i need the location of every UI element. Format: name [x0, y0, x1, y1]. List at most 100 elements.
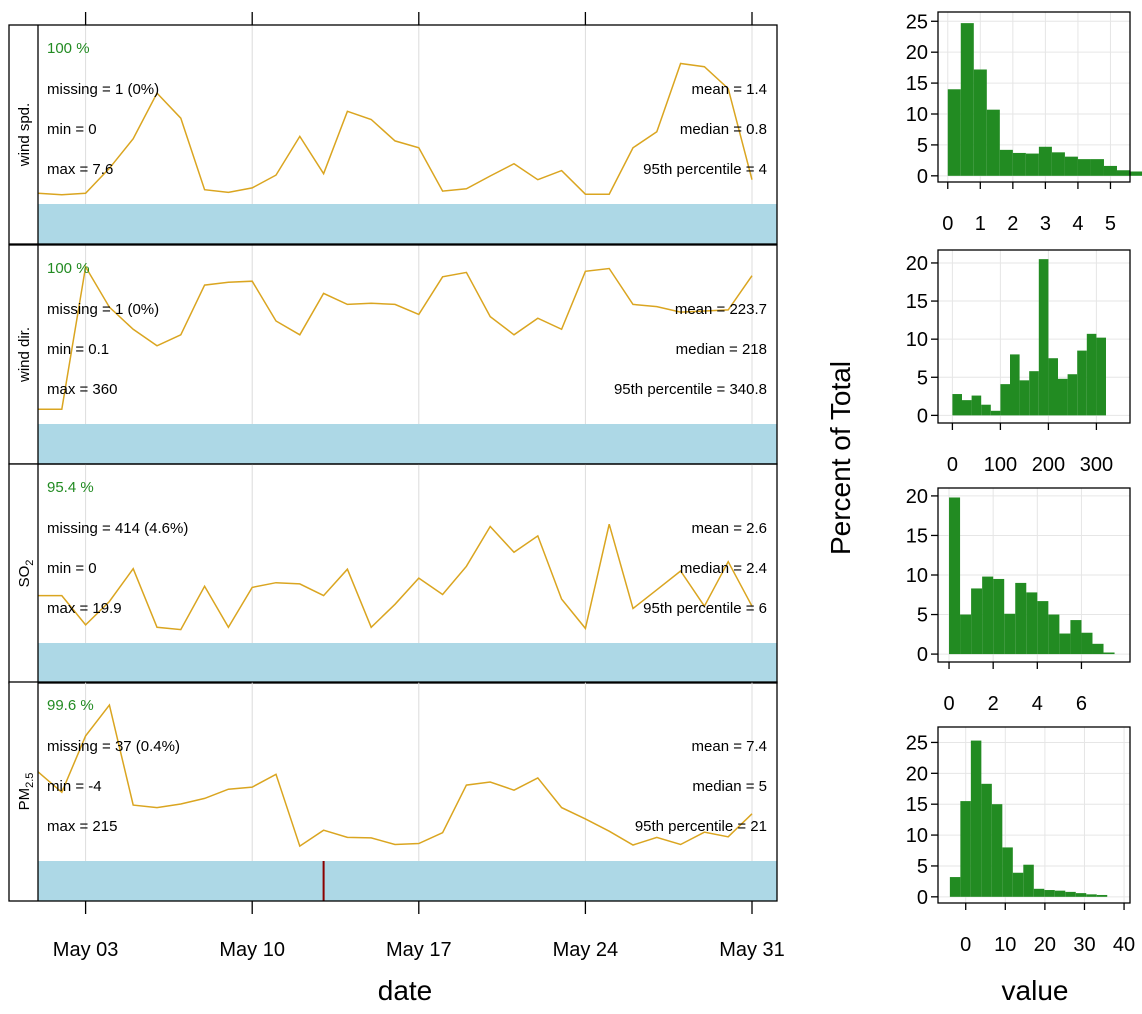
hist-y-tick-label: 5	[917, 856, 928, 878]
panel-strip	[9, 464, 38, 683]
histogram-bar	[1070, 620, 1082, 655]
hist-x-tick-label: 1	[975, 213, 986, 235]
hist-y-tick-label: 10	[906, 565, 928, 587]
histogram-bar	[1026, 592, 1038, 655]
histogram-bar	[990, 410, 1001, 416]
data-capture-bar	[38, 424, 777, 464]
histogram-bar	[949, 497, 961, 655]
max-value: max = 19.9	[47, 600, 122, 617]
hist-x-tick-label: 6	[1076, 693, 1087, 715]
hist-x-tick-label: 4	[1032, 693, 1043, 715]
data-capture-percent: 99.6 %	[47, 697, 94, 714]
histogram-bar	[993, 578, 1005, 655]
median-value: median = 0.8	[680, 121, 767, 138]
histogram-bar	[1067, 374, 1078, 416]
hist-y-tick-label: 10	[906, 329, 928, 351]
histogram-bar	[1130, 171, 1142, 176]
histogram-bar	[1029, 371, 1039, 416]
histogram-bar	[1086, 333, 1097, 416]
max-value: max = 7.6	[47, 161, 113, 178]
p95-value: 95th percentile = 6	[643, 600, 767, 617]
histogram-x-axis-label: value	[1002, 975, 1069, 1006]
histogram-bar	[962, 400, 972, 416]
histogram-bar	[1086, 894, 1097, 897]
hist-y-tick-label: 0	[917, 887, 928, 909]
panel-border	[8, 681, 778, 902]
histogram-bar	[973, 69, 987, 176]
data-capture-bar	[38, 861, 777, 901]
data-capture-percent: 100 %	[47, 260, 90, 277]
mean-value: mean = 1.4	[692, 81, 767, 98]
histogram-bar	[1090, 159, 1104, 176]
panel-label: PM2.5	[16, 773, 36, 811]
time-series-panel-2: wind dir. 100 % missing = 1 (0%) min = 0.1 m…	[8, 244, 778, 465]
histogram-bar	[1033, 888, 1045, 897]
hist-x-tick-label: 0	[942, 213, 953, 235]
hist-y-tick-label: 0	[917, 405, 928, 427]
hist-y-tick-label: 25	[906, 11, 928, 33]
histogram-bar	[1044, 890, 1055, 897]
hist-y-tick-label: 15	[906, 73, 928, 95]
histogram-bar	[1103, 652, 1115, 655]
x-tick-label: May 24	[553, 939, 619, 961]
data-capture-bar	[38, 204, 777, 244]
hist-x-tick-label: 0	[943, 693, 954, 715]
histogram-bar	[960, 801, 971, 897]
time-series-panels: wind spd. 100 % missing = 1 (0%) min = 0 max…	[8, 12, 785, 961]
histogram-bar	[981, 404, 991, 416]
hist-x-tick-label: 0	[947, 454, 958, 476]
missing-count: missing = 37 (0.4%)	[47, 738, 180, 755]
hist-y-tick-label: 20	[906, 486, 928, 508]
hist-y-tick-label: 20	[906, 253, 928, 275]
median-value: median = 218	[676, 341, 767, 358]
histogram-bar	[1002, 847, 1013, 897]
missing-count: missing = 414 (4.6%)	[47, 520, 188, 537]
p95-value: 95th percentile = 4	[643, 161, 767, 178]
median-value: median = 5	[692, 778, 767, 795]
histogram-y-axis-label: Percent of Total	[825, 361, 856, 555]
missing-count: missing = 1 (0%)	[47, 301, 159, 318]
time-series-panel-1: wind spd. 100 % missing = 1 (0%) min = 0 max…	[8, 24, 778, 245]
histogram-frame	[937, 249, 1131, 424]
histogram-bar	[1012, 152, 1026, 176]
hist-x-tick-label: 40	[1113, 934, 1135, 956]
histogram-bar	[1037, 601, 1049, 655]
histogram-bar	[960, 23, 974, 176]
histogram-bar	[991, 804, 1003, 897]
histogram-bar	[1000, 384, 1010, 416]
histogram-bar	[1038, 259, 1049, 416]
x-tick-label: May 31	[719, 939, 785, 961]
hist-y-tick-label: 10	[906, 104, 928, 126]
hist-x-tick-label: 2	[988, 693, 999, 715]
mean-value: mean = 7.4	[692, 738, 767, 755]
min-value: min = 0.1	[47, 341, 109, 358]
histogram-bar	[970, 740, 982, 897]
histogram-bar	[1004, 613, 1016, 655]
x-tick-label: May 10	[219, 939, 285, 961]
histogram-bar	[947, 89, 961, 176]
hist-y-tick-label: 15	[906, 794, 928, 816]
data-capture-percent: 95.4 %	[47, 479, 94, 496]
hist-x-tick-label: 300	[1080, 454, 1113, 476]
hist-y-tick-label: 0	[917, 166, 928, 188]
histogram-bar	[1103, 165, 1117, 176]
panel-label-subscript: 2.5	[24, 773, 36, 788]
min-value: min = 0	[47, 560, 97, 577]
histogram-bar	[1054, 890, 1066, 897]
hist-y-tick-label: 0	[917, 644, 928, 666]
histogram-bar	[1038, 146, 1052, 176]
data-capture-percent: 100 %	[47, 40, 90, 57]
panel-label-subscript: 2	[24, 560, 36, 566]
hist-x-tick-label: 2	[1007, 213, 1018, 235]
histogram-bar	[1077, 159, 1091, 176]
hist-x-tick-label: 5	[1105, 213, 1116, 235]
histogram-bar	[960, 614, 972, 655]
panel-border	[8, 463, 778, 684]
histogram-bar	[1023, 864, 1034, 897]
hist-y-tick-label: 5	[917, 605, 928, 627]
panel-label: SO2	[16, 560, 36, 588]
panel-strip	[9, 245, 38, 464]
histogram-bar	[1096, 894, 1108, 897]
